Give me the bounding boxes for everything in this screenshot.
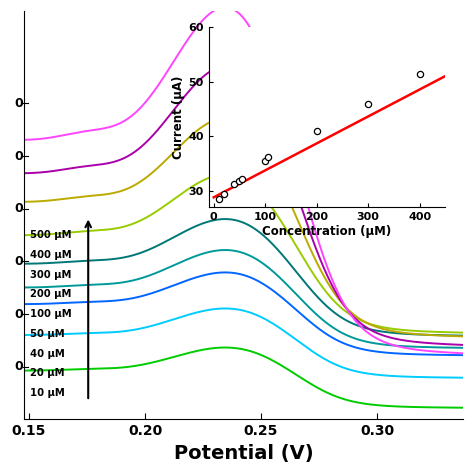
Text: 40 μM: 40 μM (30, 348, 65, 359)
Text: 0: 0 (15, 255, 23, 268)
Text: 10 μM: 10 μM (30, 388, 65, 398)
Text: 0: 0 (15, 97, 23, 110)
Text: 500 μM: 500 μM (30, 230, 72, 240)
Text: 100 μM: 100 μM (30, 309, 72, 319)
Text: 0: 0 (15, 308, 23, 320)
Text: 0: 0 (15, 360, 23, 374)
Text: 50 μM: 50 μM (30, 329, 65, 339)
Text: 20 μM: 20 μM (30, 368, 65, 378)
Text: 0: 0 (15, 149, 23, 163)
Text: 0: 0 (15, 202, 23, 215)
X-axis label: Potential (V): Potential (V) (174, 444, 313, 463)
Text: 300 μM: 300 μM (30, 270, 72, 280)
Text: 200 μM: 200 μM (30, 289, 72, 299)
Text: 400 μM: 400 μM (30, 250, 72, 260)
